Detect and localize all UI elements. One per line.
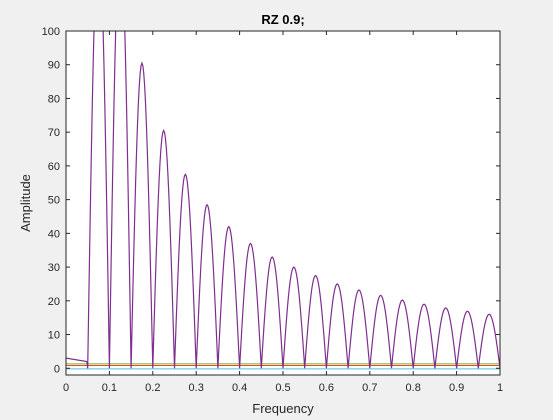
spectrum-line: [66, 31, 500, 369]
x-tick-label: 0.5: [275, 382, 290, 394]
y-tick-label: 10: [48, 330, 60, 342]
y-tick-label: 90: [48, 60, 60, 72]
x-axis-label: Frequency: [252, 401, 314, 416]
y-axis: 0 10 20 30 40 50 60 70 80 90 100: [42, 26, 500, 375]
x-tick-label: 0.7: [362, 382, 377, 394]
y-tick-label: 80: [48, 93, 60, 105]
y-tick-label: 0: [54, 363, 60, 375]
y-tick-label: 40: [48, 228, 60, 240]
x-tick-label: 0: [63, 382, 69, 394]
y-tick-label: 70: [48, 127, 60, 139]
chart-title: RZ 0.9;: [261, 12, 304, 27]
x-tick-label: 0.3: [189, 382, 204, 394]
x-tick-label: 0.9: [449, 382, 464, 394]
y-tick-label: 20: [48, 296, 60, 308]
y-tick-label: 50: [48, 195, 60, 207]
x-tick-label: 0.4: [232, 382, 247, 394]
y-tick-label: 60: [48, 161, 60, 173]
y-axis-label: Amplitude: [18, 174, 33, 232]
y-tick-label: 100: [42, 26, 60, 38]
y-tick-label: 30: [48, 262, 60, 274]
x-axis: 0 0.1 0.2 0.3 0.4 0.5 0.6 0.7 0.8 0.9 1: [63, 31, 503, 394]
x-tick-label: 0.1: [102, 382, 117, 394]
x-tick-label: 0.2: [145, 382, 160, 394]
x-tick-label: 0.6: [319, 382, 334, 394]
x-tick-label: 1: [497, 382, 503, 394]
plot-area: [66, 31, 500, 375]
x-tick-label: 0.8: [406, 382, 421, 394]
series-layer: [66, 31, 500, 370]
